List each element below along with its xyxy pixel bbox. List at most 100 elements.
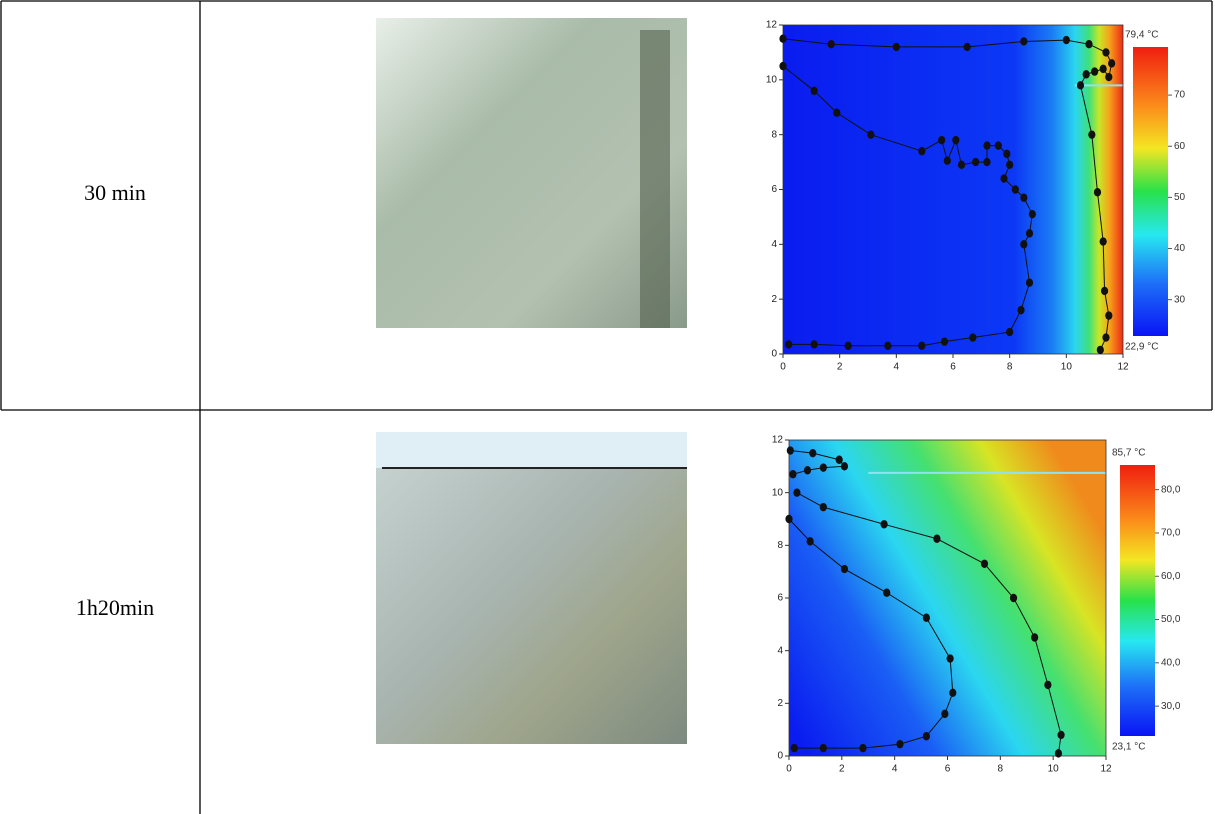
colorbar-tick-label: 50,0 bbox=[1161, 614, 1181, 625]
y-tick-label: 2 bbox=[771, 294, 777, 305]
colorbar-tick-label: 70,0 bbox=[1161, 528, 1181, 539]
colorbar-tick-label: 30 bbox=[1174, 294, 1186, 305]
contour-point bbox=[828, 40, 835, 48]
contour-point bbox=[1055, 749, 1062, 757]
contour-point bbox=[933, 535, 940, 543]
contour-point bbox=[804, 466, 811, 474]
colorbar-min-label: 23,1 °C bbox=[1112, 742, 1145, 753]
contour-point bbox=[1026, 229, 1033, 237]
contour-point bbox=[949, 689, 956, 697]
y-tick-label: 6 bbox=[777, 593, 783, 604]
x-tick-label: 6 bbox=[945, 764, 951, 775]
contour-point bbox=[1108, 59, 1115, 67]
colorbar bbox=[1120, 465, 1155, 736]
contour-point bbox=[779, 62, 786, 70]
contour-point bbox=[1097, 346, 1104, 354]
contour-point bbox=[785, 515, 792, 523]
y-tick-label: 10 bbox=[772, 487, 784, 498]
contour-point bbox=[841, 565, 848, 573]
x-tick-label: 12 bbox=[1117, 362, 1129, 373]
contour-point bbox=[995, 141, 1002, 149]
y-tick-label: 12 bbox=[772, 435, 784, 446]
contour-point bbox=[1010, 594, 1017, 602]
colorbar-tick-label: 40 bbox=[1174, 243, 1186, 254]
contour-point bbox=[836, 456, 843, 464]
x-tick-label: 10 bbox=[1061, 362, 1073, 373]
contour-point bbox=[1026, 279, 1033, 287]
photo-edge bbox=[640, 30, 670, 328]
contour-point bbox=[867, 130, 874, 138]
contour-point bbox=[785, 340, 792, 348]
contour-point bbox=[1006, 328, 1013, 336]
contour-point bbox=[923, 732, 930, 740]
contour-point bbox=[1031, 633, 1038, 641]
heatmap bbox=[789, 440, 1106, 756]
y-tick-label: 8 bbox=[777, 540, 783, 551]
photo-top bbox=[376, 432, 687, 468]
contour-point bbox=[1102, 48, 1109, 56]
contour-point bbox=[1044, 681, 1051, 689]
contour-point bbox=[1006, 161, 1013, 169]
contour-point bbox=[958, 161, 965, 169]
contour-point bbox=[820, 463, 827, 471]
contour-point bbox=[881, 520, 888, 528]
contour-point bbox=[896, 740, 903, 748]
contour-point bbox=[791, 744, 798, 752]
x-tick-label: 2 bbox=[839, 764, 845, 775]
contour-point bbox=[811, 340, 818, 348]
contour-point bbox=[807, 537, 814, 545]
contour-point bbox=[983, 141, 990, 149]
contour-point bbox=[1012, 185, 1019, 193]
contour-point bbox=[1020, 194, 1027, 202]
contour-point bbox=[1020, 37, 1027, 45]
contour-point bbox=[1091, 67, 1098, 75]
contour-point bbox=[981, 560, 988, 568]
x-tick-label: 2 bbox=[837, 362, 843, 373]
contour-point bbox=[1085, 40, 1092, 48]
contour-point bbox=[1102, 333, 1109, 341]
contour-point bbox=[952, 136, 959, 144]
contour-point bbox=[1077, 81, 1084, 89]
contour-point bbox=[938, 136, 945, 144]
contour-point bbox=[859, 744, 866, 752]
contour-point bbox=[1083, 70, 1090, 78]
contour-point bbox=[941, 710, 948, 718]
x-tick-label: 12 bbox=[1100, 764, 1112, 775]
colorbar-tick-label: 70 bbox=[1174, 90, 1186, 101]
row-label: 30 min bbox=[84, 180, 146, 205]
contour-point bbox=[941, 337, 948, 345]
y-tick-label: 10 bbox=[766, 74, 778, 85]
contour-point bbox=[944, 157, 951, 165]
colorbar-tick-label: 60,0 bbox=[1161, 571, 1181, 582]
contour-point bbox=[1063, 36, 1070, 44]
x-tick-label: 4 bbox=[892, 764, 898, 775]
contour-point bbox=[1029, 210, 1036, 218]
contour-point bbox=[1017, 306, 1024, 314]
contour-point bbox=[1094, 188, 1101, 196]
contour-point bbox=[1000, 174, 1007, 182]
contour-point bbox=[820, 744, 827, 752]
contour-point bbox=[969, 333, 976, 341]
contour-point bbox=[779, 35, 786, 43]
contour-point bbox=[1100, 65, 1107, 73]
row-label: 1h20min bbox=[76, 595, 154, 620]
contour-point bbox=[841, 462, 848, 470]
y-tick-label: 6 bbox=[771, 184, 777, 195]
contour-point bbox=[1100, 237, 1107, 245]
contour-point bbox=[1088, 130, 1095, 138]
contour-point bbox=[1020, 240, 1027, 248]
colorbar-tick-label: 80,0 bbox=[1161, 484, 1181, 495]
contour-point bbox=[820, 503, 827, 511]
heatmap bbox=[783, 25, 1123, 354]
x-tick-label: 0 bbox=[780, 362, 786, 373]
contour-point bbox=[811, 87, 818, 95]
contour-point bbox=[1003, 150, 1010, 158]
contour-point bbox=[1105, 73, 1112, 81]
contour-point bbox=[793, 488, 800, 496]
x-tick-label: 10 bbox=[1048, 764, 1060, 775]
y-tick-label: 4 bbox=[777, 645, 783, 656]
contour-point bbox=[833, 109, 840, 117]
x-tick-label: 8 bbox=[998, 764, 1004, 775]
colorbar-tick-label: 60 bbox=[1174, 141, 1186, 152]
y-tick-label: 0 bbox=[777, 751, 783, 762]
